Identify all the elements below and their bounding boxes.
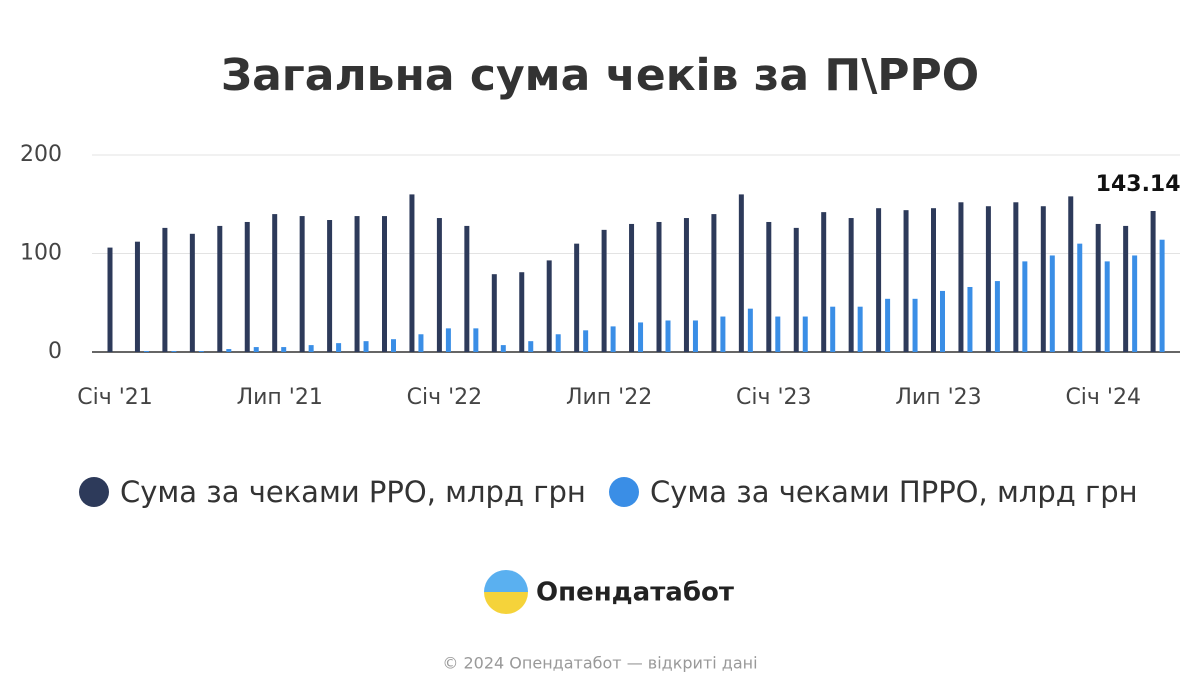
bar xyxy=(857,306,863,352)
bar xyxy=(299,216,305,352)
x-tick-label: Січ '24 xyxy=(1065,385,1141,410)
footer: © 2024 Опендатабот — відкриті дані xyxy=(442,654,757,673)
bar xyxy=(720,316,726,352)
bar xyxy=(903,210,909,352)
chart-title: Загальна сума чеків за П\РРО xyxy=(221,50,979,101)
x-tick-label: Січ '21 xyxy=(77,385,153,410)
bar xyxy=(574,243,580,352)
legend-label: Сума за чеками ПРРО, млрд грн xyxy=(650,475,1138,509)
x-tick-label: Лип '23 xyxy=(895,385,981,410)
bar xyxy=(464,225,470,352)
bar xyxy=(958,202,964,352)
bar xyxy=(382,216,387,352)
bar xyxy=(1049,255,1055,352)
bar xyxy=(555,334,561,352)
bar xyxy=(445,328,451,352)
bar xyxy=(189,233,195,352)
bar xyxy=(107,247,113,352)
bar xyxy=(1040,206,1046,352)
bar xyxy=(912,298,918,352)
bar xyxy=(418,334,424,352)
bar xyxy=(244,221,250,352)
bar xyxy=(436,218,442,352)
bar xyxy=(1077,243,1083,352)
bar xyxy=(610,326,616,352)
bar xyxy=(1068,196,1074,352)
legend-label: Сума за чеками РРО, млрд грн xyxy=(120,475,586,509)
value-label: 143.14 xyxy=(1096,172,1181,197)
bar xyxy=(363,341,369,352)
bar xyxy=(171,351,177,352)
x-tick-label: Лип '22 xyxy=(566,385,652,410)
bar xyxy=(134,241,140,352)
bar xyxy=(272,214,278,352)
bar xyxy=(775,316,781,352)
bar xyxy=(198,351,204,352)
bar xyxy=(747,308,753,352)
bar xyxy=(1022,261,1028,352)
bar xyxy=(629,223,635,352)
bar xyxy=(336,343,342,352)
bar xyxy=(1095,223,1101,352)
bar xyxy=(583,330,589,352)
bar xyxy=(940,290,945,352)
bar xyxy=(1104,261,1110,352)
bar xyxy=(848,218,854,352)
bar xyxy=(692,320,698,352)
bar xyxy=(967,286,973,352)
bar xyxy=(1150,211,1156,352)
bar xyxy=(994,281,1000,352)
legend-swatch xyxy=(79,477,109,507)
bar xyxy=(327,220,333,352)
bar xyxy=(821,212,827,352)
y-tick-label: 0 xyxy=(48,339,62,364)
logo-icon xyxy=(484,570,528,614)
bar xyxy=(473,328,479,352)
bar xyxy=(601,229,607,352)
bar xyxy=(766,221,772,352)
bar xyxy=(391,339,396,352)
bar xyxy=(683,218,689,352)
bar xyxy=(528,341,534,352)
bar xyxy=(308,345,314,352)
bar xyxy=(885,298,891,352)
bar xyxy=(985,206,991,352)
bar xyxy=(162,227,168,352)
bar xyxy=(793,227,799,352)
bar xyxy=(491,274,497,352)
bar xyxy=(711,214,717,352)
x-tick-label: Січ '22 xyxy=(407,385,483,410)
bar xyxy=(830,306,836,352)
bar xyxy=(519,272,525,352)
bar xyxy=(1159,239,1165,352)
bar xyxy=(143,351,149,352)
bar xyxy=(500,345,506,352)
bar xyxy=(738,194,744,352)
bar xyxy=(409,194,415,352)
bar xyxy=(656,221,662,352)
bar xyxy=(876,208,882,352)
bar xyxy=(226,349,232,352)
bar xyxy=(253,347,259,352)
bar xyxy=(217,225,223,352)
legend-swatch xyxy=(609,477,639,507)
bar xyxy=(281,347,287,352)
bar xyxy=(354,216,360,352)
bar xyxy=(802,316,808,352)
bar xyxy=(1132,255,1138,352)
brand: Опендатабот xyxy=(536,578,734,608)
y-tick-label: 200 xyxy=(20,142,62,167)
bar xyxy=(1123,225,1129,352)
bar xyxy=(665,320,671,352)
bar xyxy=(638,322,644,352)
x-tick-label: Лип '21 xyxy=(237,385,323,410)
bar xyxy=(931,208,936,352)
bar xyxy=(546,260,552,352)
bar xyxy=(1013,202,1019,352)
y-tick-label: 100 xyxy=(20,241,62,266)
x-tick-label: Січ '23 xyxy=(736,385,812,410)
